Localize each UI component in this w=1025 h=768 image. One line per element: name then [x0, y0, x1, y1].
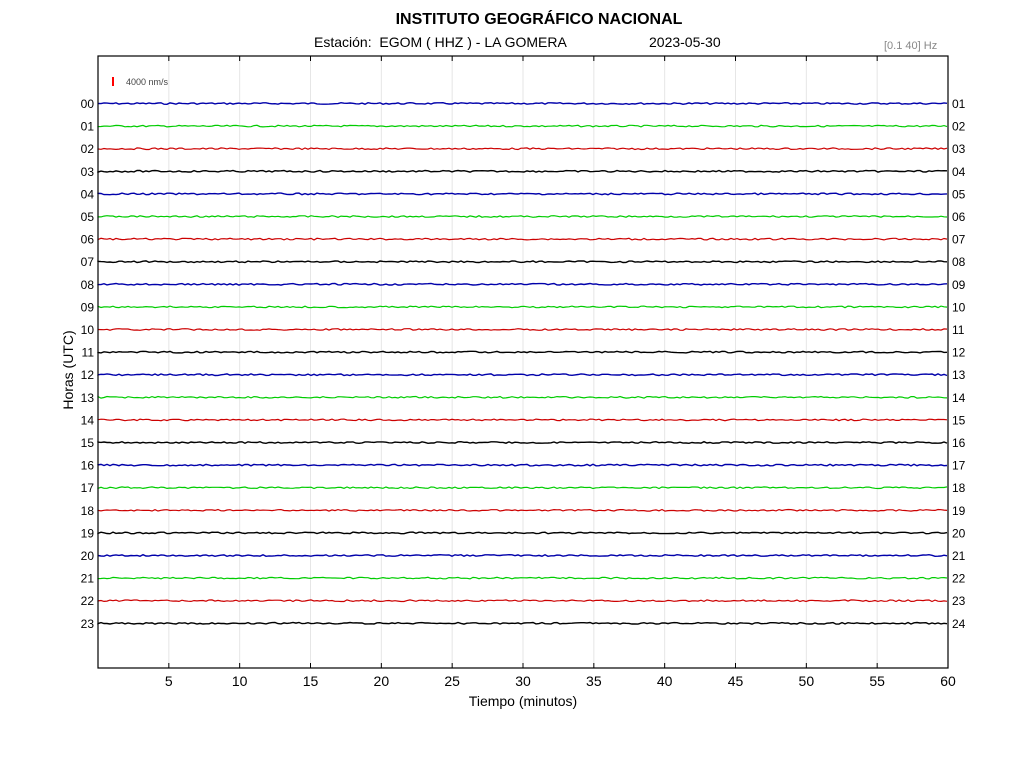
trace-hour-20	[97, 553, 948, 558]
hour-label-left: 13	[81, 391, 95, 405]
trace-hour-17	[97, 486, 948, 490]
x-tick-label: 45	[728, 673, 744, 689]
x-tick-label: 5	[165, 673, 173, 689]
chart-title: INSTITUTO GEOGRÁFICO NACIONAL	[395, 11, 683, 28]
x-tick-label: 55	[869, 673, 885, 689]
trace-hour-22	[97, 599, 948, 603]
trace-hour-16	[97, 463, 948, 467]
hour-label-right: 10	[952, 300, 966, 314]
trace-hour-03	[97, 169, 948, 174]
hour-label-left: 01	[81, 120, 95, 134]
hour-label-left: 07	[81, 255, 95, 269]
trace-hour-02	[97, 147, 948, 151]
hour-label-right: 15	[952, 413, 966, 427]
hour-label-right: 22	[952, 572, 966, 586]
scale-label: 4000 nm/s	[126, 77, 169, 87]
hour-label-left: 16	[81, 459, 95, 473]
x-tick-label: 20	[374, 673, 390, 689]
hour-label-right: 23	[952, 594, 966, 608]
hour-label-right: 05	[952, 187, 966, 201]
hour-label-left: 04	[81, 187, 95, 201]
hour-label-left: 19	[81, 526, 95, 540]
hour-label-left: 09	[81, 300, 95, 314]
hour-label-right: 18	[952, 481, 966, 495]
hour-label-right: 21	[952, 549, 966, 563]
hour-label-right: 20	[952, 526, 966, 540]
hour-label-right: 19	[952, 504, 966, 518]
hour-label-left: 20	[81, 549, 95, 563]
hour-label-left: 12	[81, 368, 95, 382]
x-tick-label: 25	[444, 673, 460, 689]
hour-label-left: 00	[81, 97, 95, 111]
hour-label-left: 21	[81, 572, 95, 586]
trace-hour-19	[97, 531, 948, 535]
hour-label-right: 14	[952, 391, 966, 405]
hour-label-right: 11	[952, 323, 965, 337]
trace-hour-07	[97, 260, 948, 264]
trace-hour-01	[97, 124, 948, 128]
trace-hour-05	[97, 215, 948, 218]
trace-hour-14	[97, 418, 948, 422]
trace-hour-04	[97, 192, 948, 196]
x-tick-label: 50	[799, 673, 815, 689]
x-tick-label: 60	[940, 673, 956, 689]
hour-label-right: 03	[952, 142, 966, 156]
hour-label-left: 18	[81, 504, 95, 518]
x-tick-label: 40	[657, 673, 673, 689]
hour-label-right: 24	[952, 617, 966, 631]
hour-label-right: 12	[952, 346, 966, 360]
hour-label-right: 16	[952, 436, 966, 450]
hour-label-right: 08	[952, 255, 966, 269]
hour-label-left: 03	[81, 165, 95, 179]
hour-label-right: 04	[952, 165, 966, 179]
filter-label: [0.1 40] Hz	[884, 40, 938, 52]
hour-label-right: 02	[952, 120, 966, 134]
x-tick-label: 10	[232, 673, 248, 689]
hour-label-left: 02	[81, 142, 95, 156]
hour-label-left: 14	[81, 413, 95, 427]
trace-hour-12	[97, 373, 948, 377]
trace-hour-21	[97, 576, 948, 580]
hour-label-right: 07	[952, 233, 966, 247]
trace-hour-13	[97, 395, 948, 399]
trace-hour-00	[97, 101, 948, 106]
hour-label-left: 06	[81, 233, 95, 247]
hour-label-left: 05	[81, 210, 95, 224]
x-tick-label: 35	[586, 673, 602, 689]
hour-label-right: 17	[952, 459, 966, 473]
hour-label-right: 01	[952, 97, 966, 111]
hour-label-left: 23	[81, 617, 95, 631]
hour-label-right: 06	[952, 210, 966, 224]
trace-hour-11	[97, 350, 948, 354]
hour-label-left: 15	[81, 436, 95, 450]
hour-label-left: 22	[81, 594, 95, 608]
hour-label-left: 11	[82, 346, 95, 360]
trace-hour-15	[97, 440, 948, 445]
trace-hour-09	[97, 305, 948, 309]
hour-label-right: 09	[952, 278, 966, 292]
trace-hour-18	[97, 508, 948, 512]
hour-label-left: 10	[81, 323, 95, 337]
trace-hour-23	[97, 621, 948, 625]
hour-label-left: 17	[81, 481, 95, 495]
x-tick-label: 30	[515, 673, 531, 689]
hour-label-left: 08	[81, 278, 95, 292]
x-axis-label: Tiempo (minutos)	[468, 693, 578, 709]
station-label: Estación: EGOM ( HHZ ) - LA GOMERA	[314, 34, 567, 50]
x-tick-label: 15	[303, 673, 319, 689]
trace-hour-08	[97, 282, 948, 286]
hour-label-right: 13	[952, 368, 966, 382]
trace-hour-06	[97, 237, 948, 241]
date-label: 2023-05-30	[649, 34, 721, 50]
trace-hour-10	[97, 328, 948, 331]
